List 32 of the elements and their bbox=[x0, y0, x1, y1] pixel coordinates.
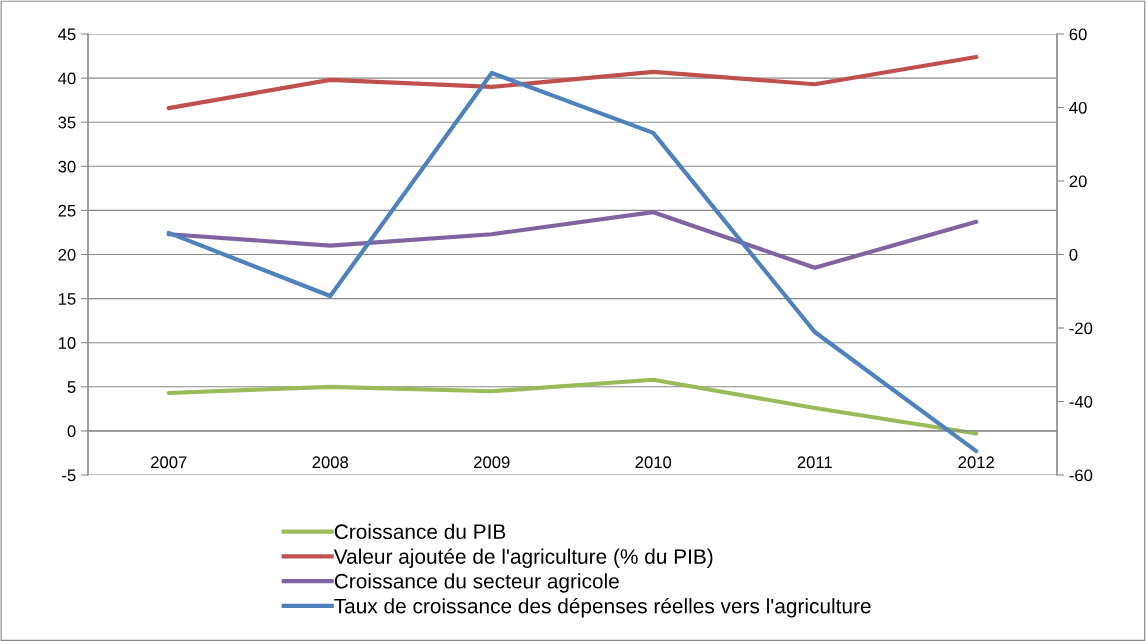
y2-tick-label: -40 bbox=[1069, 395, 1093, 408]
y-tick-label: -5 bbox=[62, 469, 76, 482]
y2-tick-label: 60 bbox=[1069, 28, 1087, 41]
y2-tick-label: 40 bbox=[1069, 101, 1087, 114]
y-tick-label: 20 bbox=[58, 248, 76, 261]
y-tick-label: 35 bbox=[58, 116, 76, 129]
x-tick-label: 2007 bbox=[151, 456, 187, 469]
y2-tick-label: 20 bbox=[1069, 175, 1087, 188]
legend-label: Taux de croissance des dépenses réelles vers l'agriculture bbox=[334, 597, 871, 618]
y2-tick-label: -20 bbox=[1069, 322, 1093, 335]
legend-label: Valeur ajoutée de l'agriculture (% du PIB) bbox=[333, 548, 713, 569]
line-series bbox=[166, 70, 979, 454]
y-tick-label: 0 bbox=[67, 425, 76, 438]
legend-label: Croissance du PIB bbox=[334, 523, 506, 540]
x-tick-label: 2009 bbox=[474, 456, 510, 469]
x-tick-label: 2008 bbox=[312, 456, 349, 469]
y2-tick-label: -60 bbox=[1069, 469, 1093, 482]
line-series bbox=[166, 54, 979, 111]
y-tick-label: 5 bbox=[67, 381, 76, 393]
y-tick-label: 45 bbox=[58, 28, 76, 41]
y2-tick-label: 0 bbox=[1069, 248, 1078, 261]
x-tick-label: 2011 bbox=[797, 456, 832, 469]
y-tick-label: 30 bbox=[58, 160, 76, 173]
x-tick-label: 2012 bbox=[958, 456, 994, 469]
y-tick-label: 40 bbox=[58, 72, 76, 85]
x-tick-label: 2010 bbox=[635, 456, 672, 469]
y-tick-label: 10 bbox=[58, 337, 76, 349]
legend-label: Croissance du secteur agricole bbox=[334, 573, 619, 593]
y-tick-label: 15 bbox=[58, 293, 76, 305]
line-series bbox=[166, 377, 979, 436]
y-tick-label: 25 bbox=[58, 204, 76, 217]
line-series bbox=[166, 210, 979, 270]
